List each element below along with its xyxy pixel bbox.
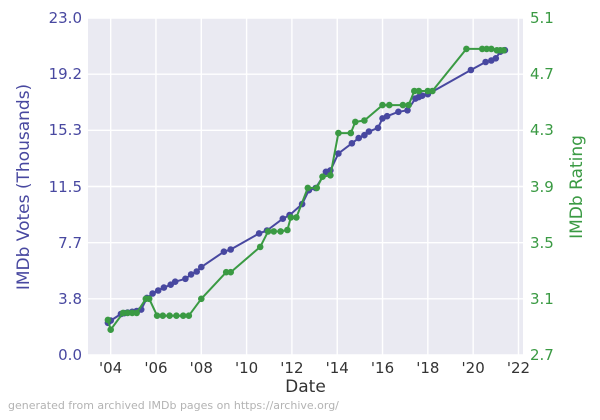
y-right-tick-label: 5.1 bbox=[530, 9, 554, 27]
votes-marker bbox=[227, 246, 234, 253]
votes-marker bbox=[182, 275, 189, 283]
y-right-tick-label: 3.9 bbox=[530, 177, 554, 196]
rating-marker bbox=[361, 117, 368, 124]
caption: generated from archived IMDb pages on ht… bbox=[8, 399, 339, 412]
rating-marker bbox=[287, 214, 295, 221]
y-left-tick-label: 23.0 bbox=[48, 9, 82, 27]
rating-marker bbox=[488, 45, 495, 53]
x-tick-label: '16 bbox=[370, 359, 395, 377]
rating-marker bbox=[227, 268, 234, 276]
y-axis-label-right: IMDb Rating bbox=[567, 134, 587, 239]
rating-marker bbox=[159, 312, 167, 320]
y-left-tick-label: 15.3 bbox=[48, 121, 82, 140]
rating-marker bbox=[173, 312, 180, 320]
votes-marker bbox=[365, 128, 373, 135]
y-left-tick-label: 0.0 bbox=[58, 346, 82, 364]
y-axis-label-left: IMDb Votes (Thousands) bbox=[14, 83, 34, 290]
y-right-tick-label: 3.5 bbox=[530, 233, 554, 252]
rating-marker bbox=[185, 312, 193, 320]
rating-marker bbox=[415, 87, 423, 95]
votes-marker bbox=[198, 263, 205, 271]
rating-marker bbox=[293, 214, 300, 221]
rating-marker bbox=[153, 312, 161, 320]
votes-marker bbox=[171, 278, 179, 286]
votes-marker bbox=[355, 134, 363, 142]
y-left-tick-label: 19.2 bbox=[48, 65, 82, 84]
votes-marker bbox=[361, 131, 368, 139]
votes-marker bbox=[395, 108, 402, 116]
rating-marker bbox=[327, 172, 334, 179]
x-tick-label: '10 bbox=[234, 359, 259, 377]
y-left-tick-label: 3.8 bbox=[58, 289, 82, 308]
x-tick-label: '22 bbox=[506, 359, 531, 377]
rating-marker bbox=[166, 312, 173, 320]
votes-marker bbox=[418, 92, 426, 99]
votes-marker bbox=[154, 287, 162, 294]
rating-marker bbox=[319, 173, 326, 180]
rating-marker bbox=[500, 47, 508, 54]
x-tick-label: '18 bbox=[416, 359, 440, 377]
votes-marker bbox=[467, 66, 475, 74]
votes-marker bbox=[404, 107, 411, 114]
votes-marker bbox=[348, 140, 356, 147]
votes-marker bbox=[255, 230, 263, 237]
rating-marker bbox=[463, 45, 470, 53]
votes-marker bbox=[193, 268, 200, 275]
votes-marker bbox=[492, 55, 500, 62]
rating-marker bbox=[104, 316, 112, 324]
x-tick-label: '04 bbox=[99, 359, 123, 377]
votes-marker bbox=[335, 150, 342, 157]
votes-marker bbox=[220, 248, 228, 255]
y-right-tick-label: 4.3 bbox=[530, 121, 554, 140]
y-left-tick-label: 11.5 bbox=[48, 177, 82, 196]
x-axis-label: Date bbox=[285, 377, 326, 397]
rating-marker bbox=[107, 326, 114, 334]
rating-marker bbox=[133, 309, 140, 317]
votes-marker bbox=[279, 215, 287, 222]
votes-marker bbox=[160, 284, 168, 291]
rating-marker bbox=[304, 184, 312, 192]
votes-marker bbox=[482, 58, 489, 66]
rating-marker bbox=[277, 228, 284, 235]
rating-marker bbox=[424, 87, 432, 95]
rating-marker bbox=[429, 87, 436, 95]
rating-marker bbox=[405, 101, 412, 109]
x-tick-label: '12 bbox=[280, 359, 304, 377]
y-left-tick-label: 7.7 bbox=[58, 233, 82, 252]
x-tick-label: '14 bbox=[325, 359, 349, 377]
rating-marker bbox=[179, 312, 187, 320]
votes-marker bbox=[187, 271, 195, 278]
rating-marker bbox=[124, 309, 131, 317]
rating-marker bbox=[483, 45, 491, 53]
votes-marker bbox=[383, 112, 391, 120]
rating-marker bbox=[352, 118, 359, 126]
rating-marker bbox=[335, 129, 342, 137]
rating-marker bbox=[198, 295, 205, 303]
x-tick-label: '06 bbox=[144, 359, 168, 377]
rating-marker bbox=[145, 295, 153, 303]
rating-marker bbox=[264, 228, 272, 235]
y-right-tick-label: 2.7 bbox=[530, 346, 554, 364]
rating-marker bbox=[284, 226, 291, 234]
x-tick-label: '08 bbox=[189, 359, 213, 377]
rating-marker bbox=[379, 101, 386, 109]
rating-marker bbox=[256, 243, 264, 251]
y-right-tick-label: 3.1 bbox=[530, 289, 554, 308]
votes-marker bbox=[149, 290, 156, 297]
rating-marker bbox=[313, 184, 321, 192]
x-tick-label: '20 bbox=[461, 359, 485, 377]
rating-marker bbox=[399, 101, 407, 109]
rating-marker bbox=[386, 101, 393, 109]
rating-marker bbox=[347, 129, 355, 137]
votes-marker bbox=[374, 124, 382, 132]
y-right-tick-label: 4.7 bbox=[530, 65, 554, 84]
rating-marker bbox=[270, 228, 278, 235]
